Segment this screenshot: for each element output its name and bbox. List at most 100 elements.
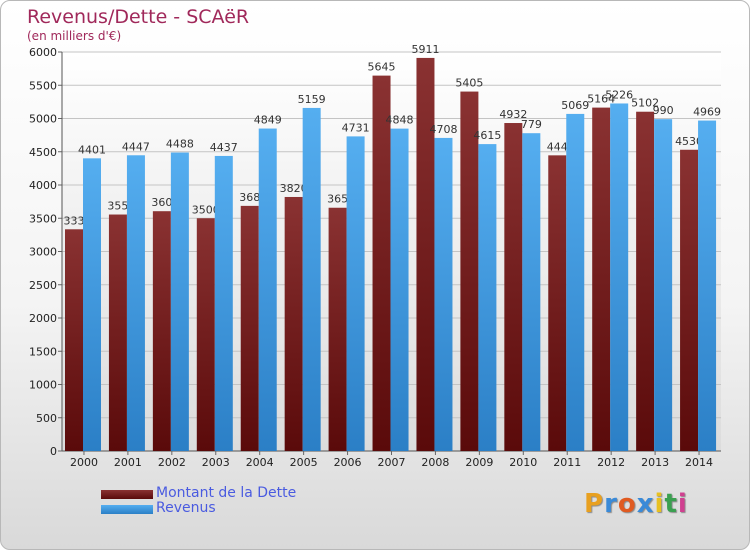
y-tick-label: 6000 <box>29 46 57 59</box>
y-tick-label: 3500 <box>29 212 57 225</box>
bar-revenus <box>698 120 717 452</box>
x-tick-label: 2006 <box>334 456 362 469</box>
legend-label-revenus: Revenus <box>156 500 216 516</box>
logo-letter: o <box>617 489 637 519</box>
legend-label-dette: Montant de la Dette <box>156 485 297 501</box>
data-label-dette: 3820 <box>280 182 308 195</box>
y-tick-label: 500 <box>36 412 57 425</box>
bar-dette <box>196 218 215 451</box>
bar-revenus <box>126 155 145 451</box>
data-label-revenus: 4488 <box>166 138 194 151</box>
data-label-dette: 4530 <box>675 135 703 148</box>
y-tick-label: 5500 <box>29 79 57 92</box>
bar-revenus <box>83 158 101 451</box>
x-tick-label: 2009 <box>465 456 493 469</box>
y-tick-label: 3000 <box>29 246 57 259</box>
y-tick-label: 2500 <box>29 279 57 292</box>
data-label-revenus: 4849 <box>254 114 282 127</box>
y-tick-label: 4500 <box>29 146 57 159</box>
bar-revenus <box>434 137 453 451</box>
bar-revenus <box>390 128 409 451</box>
bar-revenus <box>654 119 673 451</box>
data-label-revenus: 4731 <box>342 121 370 134</box>
data-label-dette: 4932 <box>499 108 527 121</box>
logo-letter: r <box>604 489 618 519</box>
data-label-revenus: 4401 <box>78 143 106 156</box>
proxiti-logo: Proxiti <box>584 489 688 519</box>
data-label-revenus: 5159 <box>298 93 326 106</box>
bar-revenus <box>170 152 189 451</box>
data-label-revenus: 5069 <box>561 99 589 112</box>
legend-swatch-revenus <box>101 505 153 514</box>
data-label-dette: 5102 <box>631 97 659 110</box>
x-tick-label: 2012 <box>597 456 625 469</box>
bar-dette <box>680 149 699 451</box>
chart-title: Revenus/Dette - SCAëR <box>27 6 250 28</box>
bar-revenus <box>302 107 321 451</box>
bar-dette <box>636 111 655 451</box>
bar-dette <box>152 211 171 451</box>
x-tick-label: 2004 <box>246 456 274 469</box>
logo-letter: i <box>654 489 665 519</box>
y-tick-label: 5000 <box>29 113 57 126</box>
bar-revenus <box>522 133 541 451</box>
data-label-dette: 355 <box>107 200 128 213</box>
bar-dette <box>372 75 391 452</box>
data-label-dette: 360 <box>151 196 172 209</box>
data-label-revenus: 4848 <box>386 114 414 127</box>
logo-letter: P <box>584 489 605 519</box>
bar-revenus <box>566 113 585 451</box>
bar-dette <box>548 155 567 451</box>
data-label-revenus: 779 <box>521 118 542 131</box>
data-label-revenus: 990 <box>653 104 674 117</box>
bar-dette <box>240 205 259 451</box>
logo-letter: t <box>664 489 678 519</box>
data-label-dette: 5405 <box>455 77 483 90</box>
y-tick-label: 1000 <box>29 379 57 392</box>
data-label-dette: 5645 <box>368 61 396 74</box>
y-tick-label: 2000 <box>29 312 57 325</box>
data-label-revenus: 4708 <box>429 123 457 136</box>
data-label-revenus: 4969 <box>693 106 721 119</box>
data-label-dette: 444 <box>547 140 568 153</box>
legend-swatch-dette <box>101 490 153 499</box>
logo-letter: x <box>636 489 655 519</box>
x-tick-label: 2007 <box>378 456 406 469</box>
bar-revenus <box>346 136 365 452</box>
bar-dette <box>65 229 83 451</box>
bar-dette <box>284 196 303 451</box>
bar-revenus <box>214 155 233 451</box>
data-label-dette: 368 <box>239 191 260 204</box>
data-label-revenus: 4615 <box>473 129 501 142</box>
bar-revenus <box>610 103 629 451</box>
x-tick-label: 2002 <box>158 456 186 469</box>
bar-dette <box>460 91 479 451</box>
data-label-dette: 333 <box>64 214 85 227</box>
data-label-dette: 5164 <box>587 93 615 106</box>
bar-dette <box>504 123 523 451</box>
bar-dette <box>416 57 435 452</box>
y-tick-label: 4000 <box>29 179 57 192</box>
data-label-revenus: 4447 <box>122 140 150 153</box>
data-label-revenus: 4437 <box>210 141 238 154</box>
y-tick-label: 1500 <box>29 345 57 358</box>
bar-dette <box>108 214 127 451</box>
x-tick-label: 2013 <box>641 456 669 469</box>
bar-dette <box>592 107 611 452</box>
chart-subtitle: (en milliers d'€) <box>27 29 122 43</box>
x-tick-label: 2010 <box>509 456 537 469</box>
x-tick-label: 2014 <box>685 456 713 469</box>
bar-revenus <box>478 144 497 452</box>
y-tick-label: 0 <box>50 445 57 458</box>
bar-dette <box>328 207 347 451</box>
data-label-dette: 3500 <box>192 203 220 216</box>
x-tick-label: 2008 <box>421 456 449 469</box>
x-tick-label: 2003 <box>202 456 230 469</box>
logo-letter: i <box>677 489 688 519</box>
data-label-revenus: 5226 <box>605 88 633 101</box>
bar-revenus <box>258 128 277 451</box>
data-label-dette: 5911 <box>411 43 439 56</box>
x-tick-label: 2000 <box>70 456 98 469</box>
